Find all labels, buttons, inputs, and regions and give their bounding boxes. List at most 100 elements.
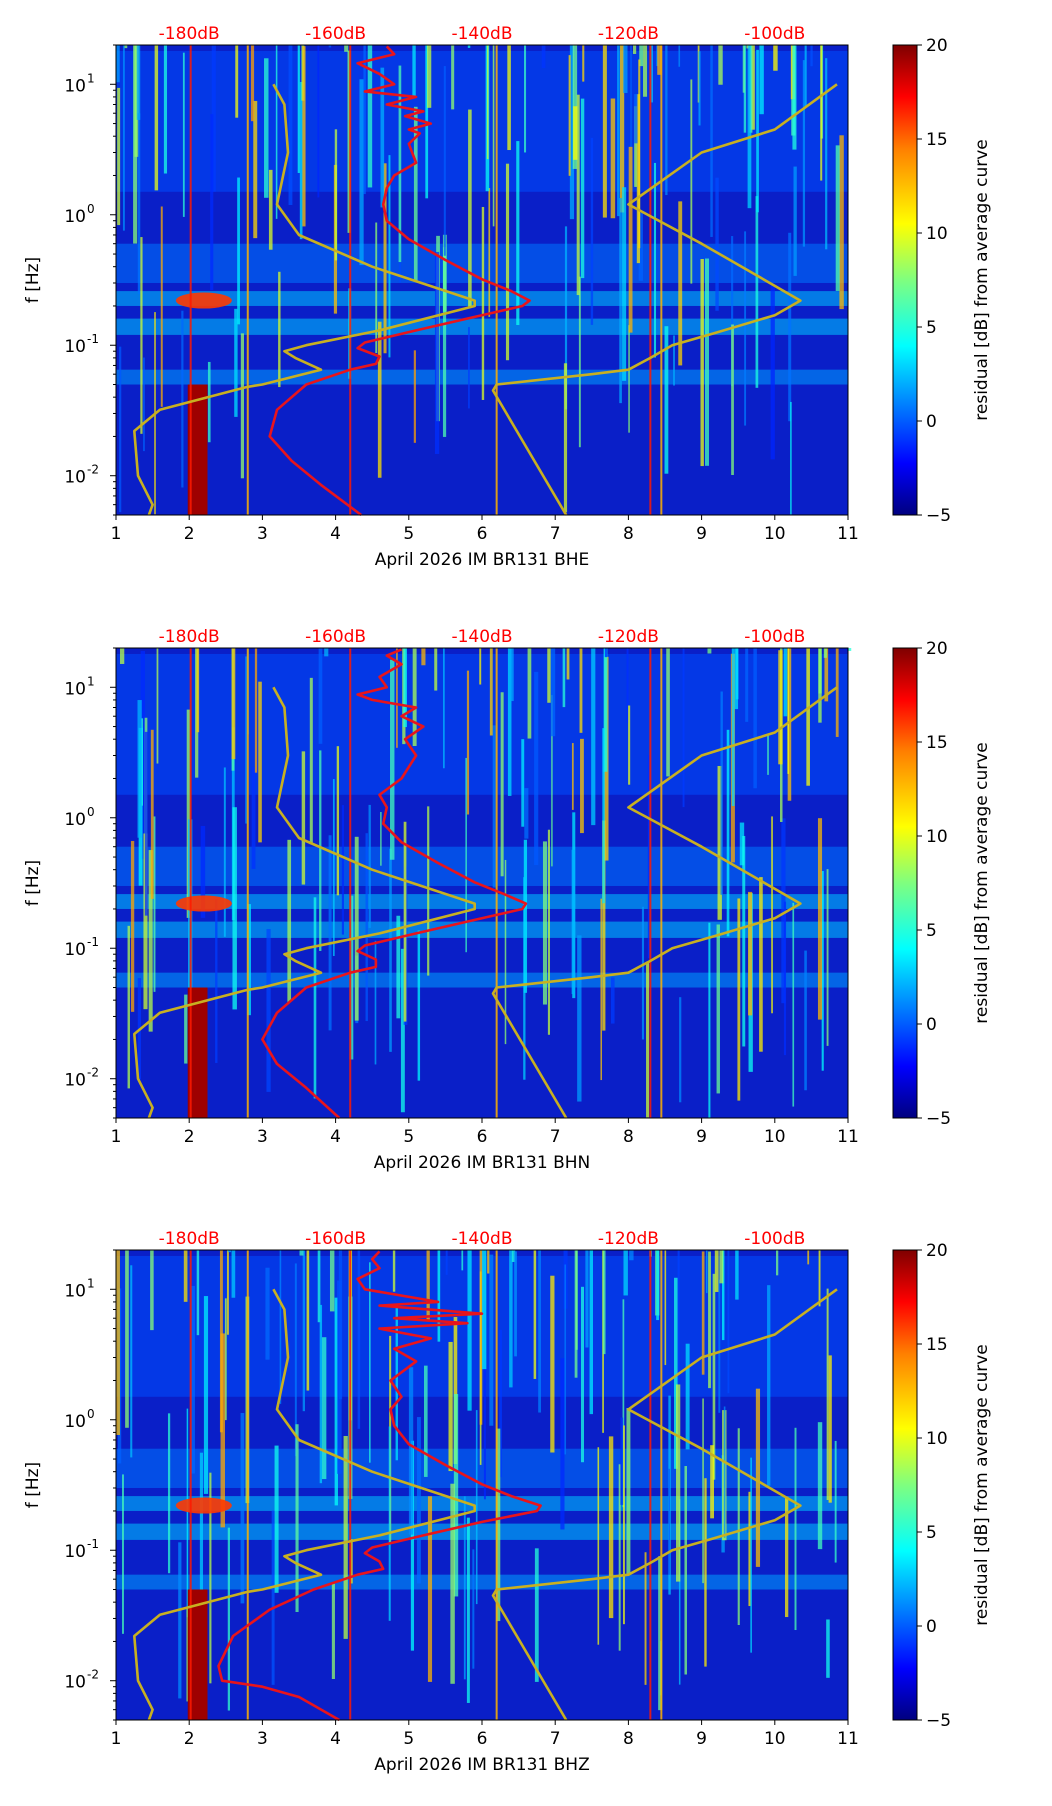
heatmap-streak (792, 45, 797, 150)
heatmap-streak (279, 1250, 282, 1404)
heatmap-streak (186, 709, 191, 918)
heatmap-streak (524, 788, 529, 839)
x-tick-label: 3 (257, 1729, 268, 1749)
heatmap-streak (295, 1424, 299, 1613)
heatmap-streak (626, 648, 629, 723)
heatmap-hot-column (187, 987, 208, 1118)
heatmap-streak (116, 45, 120, 83)
heatmap-streak (377, 321, 382, 478)
heatmap-streak (329, 1250, 335, 1312)
heatmap-streak (826, 869, 829, 1046)
colorbar-tick-label: 20 (926, 639, 948, 659)
heatmap-streak (576, 94, 580, 296)
heatmap-streak (756, 49, 759, 213)
noise-model-curve (133, 686, 476, 1119)
heatmap-streak (677, 1250, 680, 1384)
heatmap-streak (568, 55, 571, 176)
heatmap-streak (821, 871, 824, 1071)
heatmap-streak (116, 1250, 120, 1435)
heatmap-band (116, 846, 848, 886)
heatmap-streak (463, 1496, 466, 1680)
heatmap-streak (137, 113, 141, 295)
heatmap-band (116, 972, 848, 988)
y-tick-exponent: -1 (87, 332, 99, 346)
heatmap-streak (580, 98, 585, 279)
heatmap-streak (317, 1250, 321, 1323)
y-tick-label: 10 (64, 207, 86, 227)
heatmap-streak (810, 45, 813, 67)
heatmap-streak (817, 1422, 823, 1550)
heatmap-streak (357, 1250, 361, 1429)
heatmap-streak (787, 648, 792, 801)
heatmap-streak (505, 163, 510, 361)
heatmap-streak (619, 198, 622, 404)
heatmap-streak (483, 1301, 486, 1500)
heatmap-streak (638, 59, 641, 249)
heatmap-streak (417, 930, 421, 1081)
y-tick-label: 10 (64, 940, 86, 960)
heatmap-streak (133, 45, 138, 244)
heatmap-streak (479, 1250, 483, 1425)
y-tick-exponent: -2 (87, 1668, 99, 1682)
heatmap-streak (408, 1367, 414, 1535)
heatmap-streak (127, 925, 130, 1089)
heatmap-streak (350, 1539, 353, 1584)
heatmap-streak (448, 1341, 453, 1472)
heatmap-streak (486, 45, 489, 160)
heatmap-streak (828, 1355, 832, 1503)
colorbar-tick-label: 10 (926, 1429, 948, 1449)
colorbar-tick-label: 15 (926, 1335, 948, 1355)
heatmap-streak (334, 1297, 338, 1506)
heatmap-streaks (116, 1250, 837, 1711)
y-tick-label: 10 (64, 337, 86, 357)
heatmap-streak (163, 45, 168, 174)
heatmap-streak (516, 141, 520, 326)
y-tick-label: 10 (64, 1281, 86, 1301)
heatmap-streak (551, 695, 553, 867)
heatmap-streak (603, 648, 608, 772)
heatmap-streak (748, 891, 753, 1016)
heatmap-streak (678, 1499, 681, 1685)
heatmap-streak (825, 58, 828, 250)
heatmap-streak (804, 45, 807, 107)
x-tick-label: 5 (403, 1127, 414, 1147)
heatmap-streak (443, 66, 446, 256)
heatmap-streak (684, 1466, 687, 1675)
heatmap-streak (130, 1265, 133, 1458)
heatmap-streak (632, 45, 637, 54)
heatmap-streak (226, 1250, 229, 1335)
heatmap-streak (337, 1280, 342, 1474)
heatmap-streak (750, 45, 755, 130)
heatmap-streak (664, 1250, 667, 1366)
heatmap-streak (254, 648, 258, 773)
heatmap-streak (564, 1264, 567, 1455)
heatmap-streak (712, 1273, 716, 1480)
heatmap-streak (434, 648, 438, 691)
heatmap-band (116, 50, 848, 192)
heatmap-streak (582, 45, 585, 82)
heatmap-streak (181, 310, 184, 488)
x-tick-label: 6 (477, 1127, 488, 1147)
x-tick-label: 2 (184, 524, 195, 544)
heatmap-streak (643, 45, 648, 97)
heatmap-streaks (116, 45, 844, 515)
top-axis-label: -140dB (451, 627, 512, 647)
noise-model-curve (491, 686, 838, 1119)
heatmap-streak (750, 1457, 752, 1653)
heatmap-streak (739, 822, 745, 866)
heatmap-streak (299, 1250, 304, 1256)
heatmap-streak (191, 1285, 195, 1474)
x-tick-label: 5 (403, 524, 414, 544)
x-tick-label: 11 (837, 1729, 859, 1749)
heatmap-streak (792, 902, 795, 1107)
heatmap-streak (150, 729, 154, 899)
heatmap-streak (721, 1250, 725, 1341)
heatmap-streak (219, 1250, 223, 1433)
heatmap-streak (708, 922, 711, 1118)
colorbar-gradient (892, 647, 918, 1119)
heatmap-streak (489, 1254, 494, 1426)
heatmap-streak (807, 1250, 810, 1265)
median-psd-curve (268, 45, 531, 517)
heatmap-streak (527, 648, 532, 739)
